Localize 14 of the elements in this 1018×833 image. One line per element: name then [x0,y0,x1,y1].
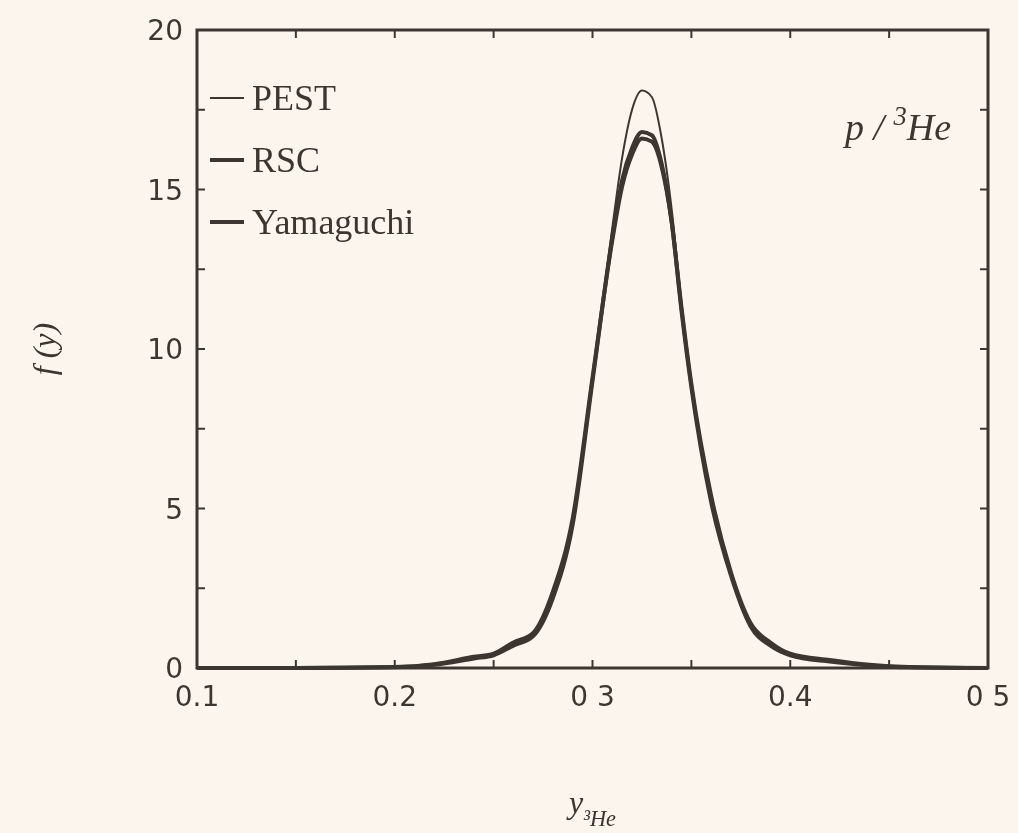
y-axis-title: f (y) [26,322,62,376]
x-tick-label: 0 3 [570,680,615,713]
annotation: p / $^{3}$He [841,101,952,148]
legend-label: Yamaguchi [252,202,415,242]
y-tick-label: 15 [147,173,183,207]
legend-label: PEST [252,78,337,118]
y-tick-label: 10 [147,333,183,366]
x-tick-label: 0 5 [965,680,1011,713]
y-tick-label: 5 [165,492,183,526]
legend-label: RSC [252,140,321,180]
x-tick-label: 0.2 [372,680,418,713]
x-axis-title: y$_{³He}$ [565,784,617,831]
x-tick-label: 0.4 [767,680,813,713]
y-tick-label: 20 [147,14,183,47]
